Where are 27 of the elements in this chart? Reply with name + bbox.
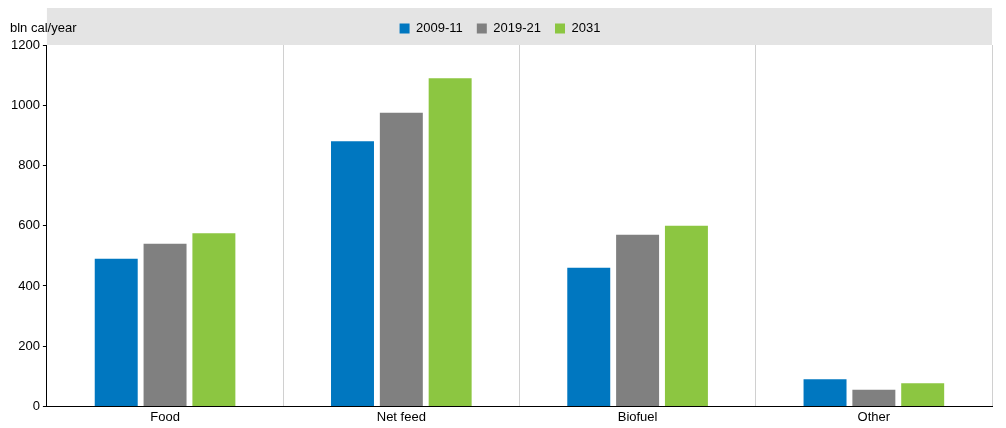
x-tick-label: Net feed: [376, 408, 426, 424]
bar: [428, 78, 472, 406]
legend-label: 2031: [571, 20, 601, 36]
y-tick-label: 400: [18, 277, 40, 293]
y-tick-label: 800: [18, 157, 40, 173]
bar: [852, 389, 896, 406]
bar: [901, 383, 945, 406]
bar: [192, 233, 236, 406]
y-tick-label: 1200: [11, 36, 40, 52]
bar: [803, 379, 847, 406]
bar: [331, 141, 374, 406]
bar: [143, 243, 187, 406]
x-tick-label: Other: [857, 408, 891, 424]
bar: [379, 112, 423, 406]
bar: [664, 225, 708, 406]
y-axis-title: bln cal/year: [10, 20, 78, 36]
y-tick-label: 200: [18, 337, 40, 353]
legend-label: 2009-11: [416, 20, 463, 36]
y-tick-label: 1000: [11, 96, 40, 112]
y-tick-label: 600: [18, 217, 40, 233]
bar: [616, 234, 660, 406]
bar: [94, 258, 138, 406]
y-tick-label: 0: [32, 397, 40, 413]
bar: [567, 267, 611, 406]
x-tick-label: Food: [150, 408, 180, 424]
x-tick-label: Biofuel: [617, 408, 658, 424]
legend-label: 2019-21: [493, 20, 542, 36]
